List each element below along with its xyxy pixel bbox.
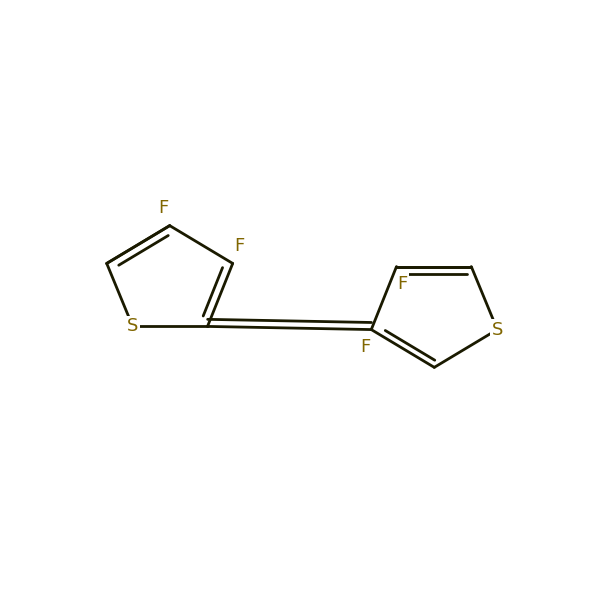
Text: S: S	[127, 317, 138, 336]
Text: F: F	[158, 199, 169, 217]
Text: S: S	[492, 321, 503, 339]
Text: F: F	[360, 338, 370, 356]
Text: F: F	[234, 237, 244, 255]
Text: F: F	[397, 275, 408, 293]
